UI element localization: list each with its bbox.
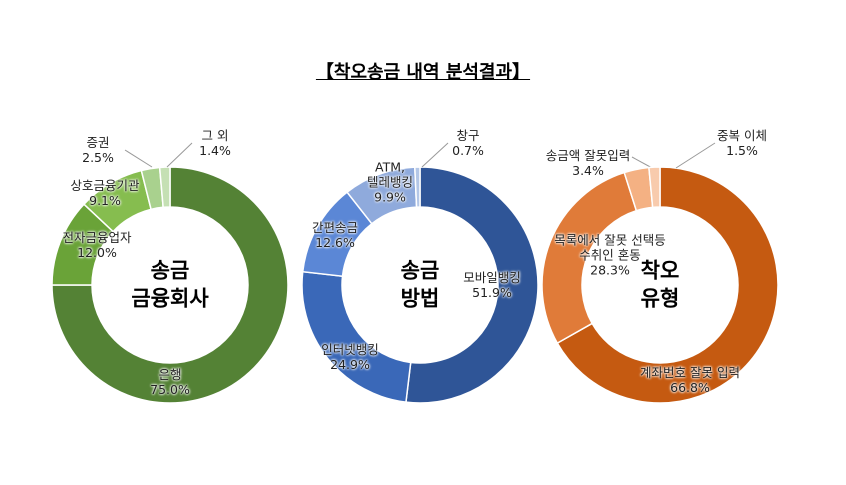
slice-label: 목록에서 잘못 선택등 수취인 혼동 28.3% (554, 233, 665, 278)
slice-value: 2.5% (82, 150, 114, 165)
slice-value: 0.7% (452, 143, 484, 158)
slice-value: 3.4% (572, 163, 604, 178)
donut-slice (158, 166, 171, 209)
slice-label: 은행 75.0% (150, 367, 190, 397)
slice-value: 66.8% (670, 380, 710, 395)
slice-value: 1.4% (199, 143, 231, 158)
page-title: 【착오송금 내역 분석결과】 (0, 58, 846, 84)
slice-value: 9.1% (89, 193, 121, 208)
donut-slice (556, 166, 779, 404)
leader-line (166, 142, 193, 168)
slice-label: ATM, 텔레뱅킹 9.9% (367, 160, 413, 205)
slice-name: 계좌번호 잘못 입력 (640, 365, 740, 380)
slice-value: 51.9% (472, 285, 512, 300)
slice-name: 중복 이체 (717, 128, 767, 143)
slice-value: 1.5% (726, 143, 758, 158)
slice-value: 9.9% (374, 189, 406, 205)
slice-label: 계좌번호 잘못 입력 66.8% (640, 365, 740, 395)
slice-label: 그 외 1.4% (199, 128, 231, 158)
donut-slice (541, 171, 638, 345)
slice-name: 은행 (158, 367, 182, 382)
slice-name: 모바일뱅킹 (463, 270, 521, 285)
slice-label: 간편송금 12.6% (312, 220, 358, 250)
slice-value: 12.0% (77, 245, 117, 260)
slice-name: 목록에서 잘못 선택등 수취인 혼동 (554, 232, 666, 263)
donut-slice (51, 166, 289, 404)
slice-value: 12.6% (315, 235, 355, 250)
slice-label: 증권 2.5% (82, 135, 114, 165)
slice-name: 송금액 잘못입력 (545, 148, 631, 163)
donut-slice (301, 270, 412, 403)
donut-slice (405, 166, 539, 404)
slice-value: 75.0% (150, 382, 190, 397)
slice-name: 창구 (456, 128, 480, 143)
slice-label: 상호금융기관 9.1% (70, 178, 139, 208)
slice-name: 간편송금 (311, 220, 359, 235)
slice-label: 송금액 잘못입력 3.4% (546, 148, 630, 178)
slice-label: 모바일뱅킹 51.9% (463, 270, 521, 300)
leader-line (675, 142, 716, 169)
slice-name: 증권 (86, 135, 110, 150)
donut-slice (648, 166, 661, 209)
leader-line (124, 149, 153, 168)
center-label: 착오 유형 (640, 258, 680, 311)
leader-line (421, 142, 449, 168)
slice-label: 중복 이체 1.5% (717, 128, 767, 158)
slice-name: 상호금융기관 (70, 178, 140, 193)
slice-name: 그 외 (201, 128, 229, 143)
slice-name: ATM, 텔레뱅킹 (366, 159, 414, 190)
slice-value: 24.9% (330, 357, 370, 372)
slice-name: 전자금융업자 (62, 230, 132, 245)
slice-label: 전자금융업자 12.0% (62, 230, 131, 260)
slice-name: 인터넷뱅킹 (321, 342, 379, 357)
slice-value: 28.3% (590, 262, 630, 278)
title-text: 【착오송금 내역 분석결과】 (315, 62, 531, 83)
slice-label: 인터넷뱅킹 24.9% (321, 342, 379, 372)
center-label: 송금 방법 (400, 258, 440, 311)
donut-slice (414, 166, 421, 208)
center-label: 송금 금융회사 (131, 258, 209, 311)
slice-label: 창구 0.7% (452, 128, 484, 158)
